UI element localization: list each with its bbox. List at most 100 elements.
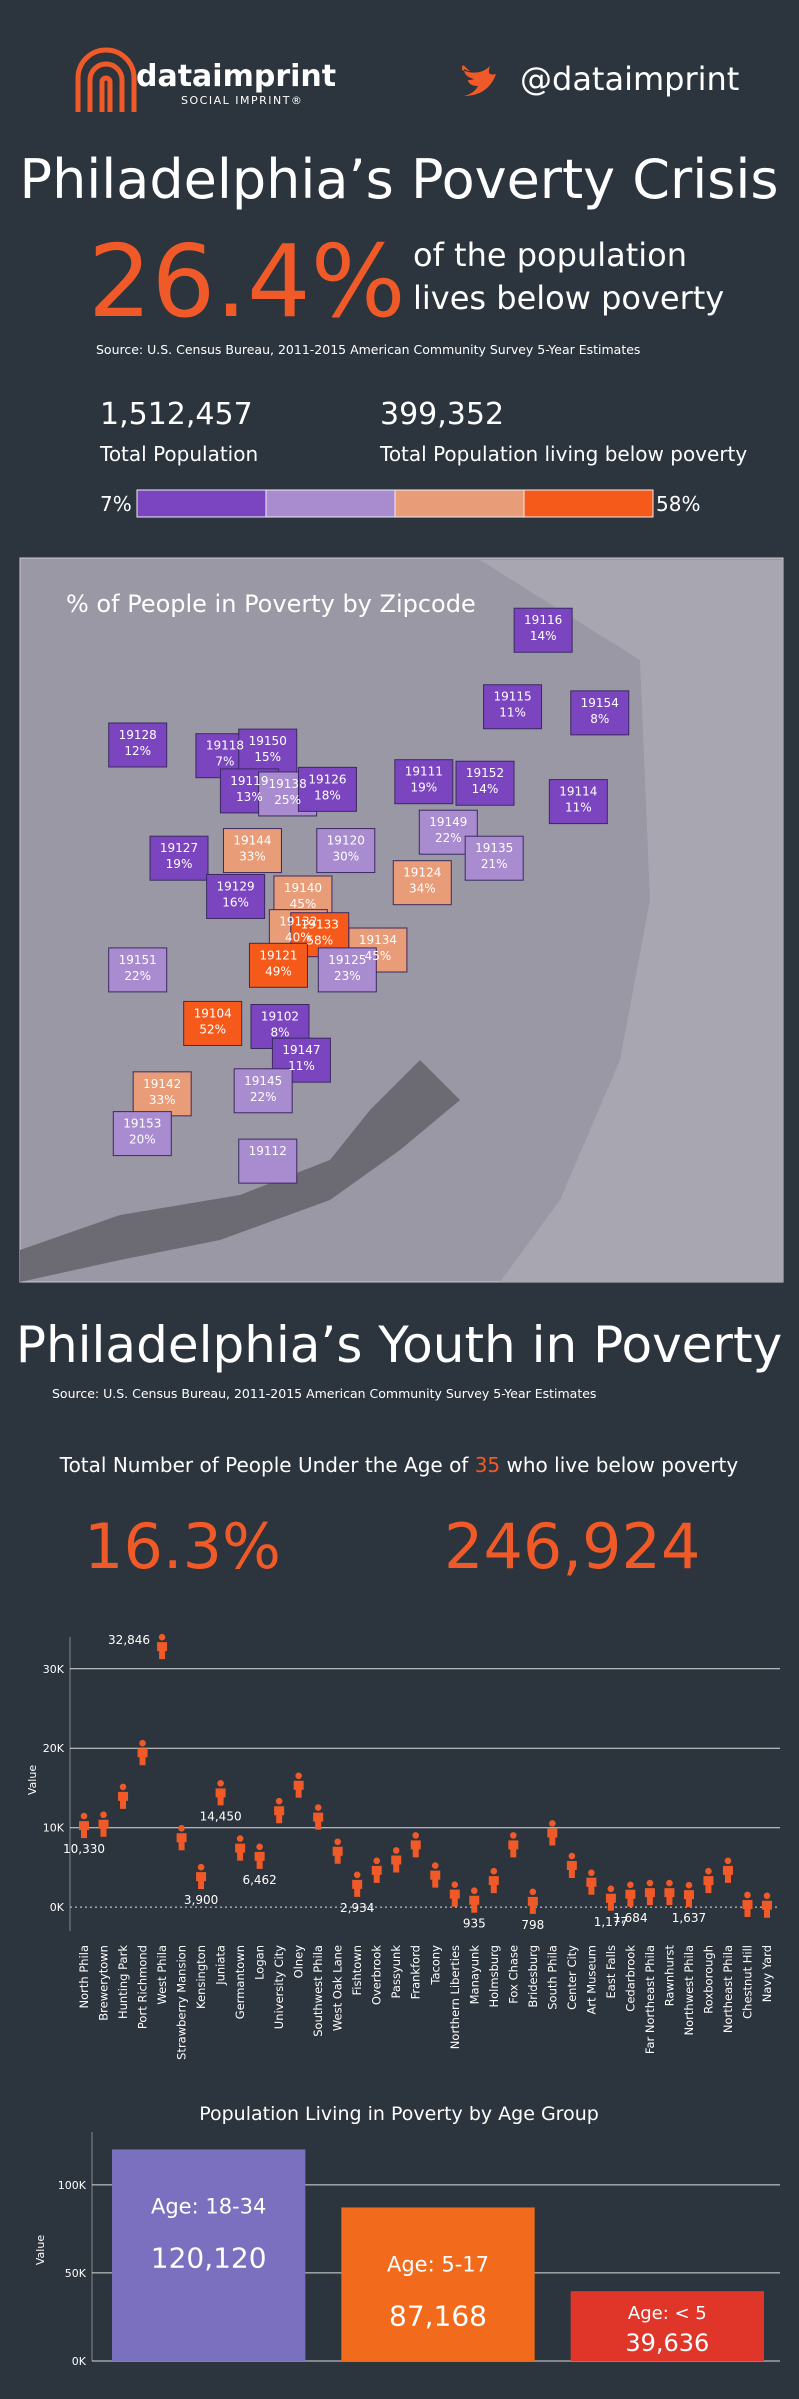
zip-pct: 45% xyxy=(365,949,392,963)
zip-pct: 15% xyxy=(254,750,281,764)
zip-code: 19102 xyxy=(261,1010,299,1024)
zip-area xyxy=(183,1000,243,1046)
zip-code: 19151 xyxy=(119,953,157,967)
value-label: 1,637 xyxy=(672,1911,706,1925)
y-tick-label: 30K xyxy=(43,1663,65,1676)
icon-head xyxy=(256,1843,263,1851)
icon-body xyxy=(547,1828,558,1846)
zip-code: 19112 xyxy=(249,1144,287,1158)
zip-pct: 22% xyxy=(124,969,151,983)
stat-label: Total Population xyxy=(99,442,258,466)
icon-body xyxy=(488,1876,499,1894)
zip-map: 19116 14% 19115 11% 19154 8% 19128 12% 19118 7% 19… xyxy=(108,607,630,1184)
person-icon xyxy=(547,1820,558,1846)
zip-code: 19152 xyxy=(466,766,504,780)
bar-value: 39,636 xyxy=(625,2329,709,2357)
person-icon xyxy=(703,1867,714,1894)
subtitle-age: 35 xyxy=(475,1453,500,1477)
icon-body xyxy=(469,1895,480,1913)
x-tick-label: Fishtown xyxy=(350,1945,364,1996)
legend-swatch xyxy=(265,489,396,518)
x-tick-label: Juniata xyxy=(214,1945,228,1986)
x-tick-label: Roxborough xyxy=(701,1945,715,2014)
icon-body xyxy=(605,1893,616,1911)
youth-source: Source: U.S. Census Bureau, 2011-2015 Am… xyxy=(52,1386,596,1401)
zip-pct: 11% xyxy=(565,801,592,815)
x-tick-label: Northwest Phila xyxy=(682,1945,696,2035)
icon-body xyxy=(430,1870,441,1888)
x-tick-label: Chestnut Hill xyxy=(740,1945,754,2019)
icon-body xyxy=(683,1890,694,1908)
x-tick-label: Rawnhurst xyxy=(662,1945,676,2007)
x-tick-label: East Falls xyxy=(604,1945,618,1998)
zip-code: 19133 xyxy=(301,918,339,932)
brand-sub: SOCIAL IMPRINT® xyxy=(181,94,303,107)
person-icon xyxy=(742,1891,753,1917)
value-label: 798 xyxy=(521,1918,544,1932)
value-label: 3,900 xyxy=(184,1893,218,1907)
zip-pct: 25% xyxy=(274,793,301,807)
x-tick-label: Cedarbrook xyxy=(623,1945,637,2012)
legend-swatch xyxy=(394,489,525,518)
icon-body xyxy=(371,1865,382,1883)
icon-head xyxy=(353,1871,361,1879)
zip-pct: 52% xyxy=(199,1022,226,1036)
age-bar-chart: Value 0K 50K 100K Age: 18-34 120,120 Age: 5-17… xyxy=(34,2132,780,2368)
person-icon xyxy=(313,1804,324,1830)
x-tick-label: Brewerytown xyxy=(97,1945,111,2021)
icon-body xyxy=(449,1889,460,1907)
person-icon xyxy=(449,1881,460,1907)
zip-area xyxy=(392,860,452,906)
person-icon xyxy=(176,1824,187,1851)
zip-area xyxy=(206,873,266,919)
icon-body xyxy=(79,1821,89,1839)
icon-head xyxy=(529,1888,537,1896)
zip-code: 19149 xyxy=(429,815,467,829)
y-tick-label: 50K xyxy=(65,2267,87,2280)
icon-body xyxy=(176,1833,187,1851)
zip-code: 19127 xyxy=(160,841,198,855)
river xyxy=(20,1060,460,1282)
x-tick-label: West Phila xyxy=(155,1945,169,2005)
zip-code: 19128 xyxy=(119,728,157,742)
zip-area xyxy=(455,760,515,806)
icon-body xyxy=(352,1879,363,1897)
zip-pct: 18% xyxy=(314,788,341,802)
x-tick-label: Northern Liberties xyxy=(448,1945,462,2049)
neighborhood-chart: Value 0K 10K 20K 30K 10,330 North Phila Brewery… xyxy=(26,1633,780,2060)
zip-area xyxy=(464,835,524,881)
logo-icon xyxy=(75,47,137,112)
icon-head xyxy=(295,1772,302,1780)
x-tick-label: Center City xyxy=(565,1945,579,2010)
person-icon xyxy=(762,1892,772,1918)
zip-pct: 8% xyxy=(270,1026,289,1040)
bar-category: Age: 5-17 xyxy=(387,2252,489,2276)
person-icon xyxy=(391,1847,402,1873)
person-icon xyxy=(332,1838,343,1864)
zip-code: 19121 xyxy=(259,948,297,962)
zip-pct: 45% xyxy=(290,897,317,911)
x-tick-label: Germantown xyxy=(233,1945,247,2019)
person-icon xyxy=(157,1633,168,1660)
source: Source: U.S. Census Bureau, 2011-2015 Am… xyxy=(96,342,640,357)
bar xyxy=(341,2207,535,2361)
x-tick-label: Holmsburg xyxy=(487,1945,501,2008)
zip-code: 19104 xyxy=(194,1006,232,1020)
x-tick-label: Fox Chase xyxy=(506,1945,520,2004)
icon-head xyxy=(705,1867,712,1875)
icon-head xyxy=(373,1857,381,1865)
person-icon xyxy=(98,1811,109,1837)
person-icon xyxy=(137,1739,148,1766)
person-icon xyxy=(371,1857,382,1883)
person-icon xyxy=(79,1812,89,1839)
icon-body xyxy=(664,1888,675,1906)
x-tick-label: Passyunk xyxy=(389,1945,403,1999)
zip-code: 19126 xyxy=(308,772,346,786)
legend-max: 58% xyxy=(656,492,700,516)
legend-swatch xyxy=(136,489,267,518)
x-tick-label: Manayunk xyxy=(467,1945,481,2005)
bar-value: 120,120 xyxy=(151,2241,267,2274)
person-icon xyxy=(254,1843,265,1869)
headline-line1: of the population xyxy=(413,236,687,274)
icon-head xyxy=(158,1633,166,1641)
